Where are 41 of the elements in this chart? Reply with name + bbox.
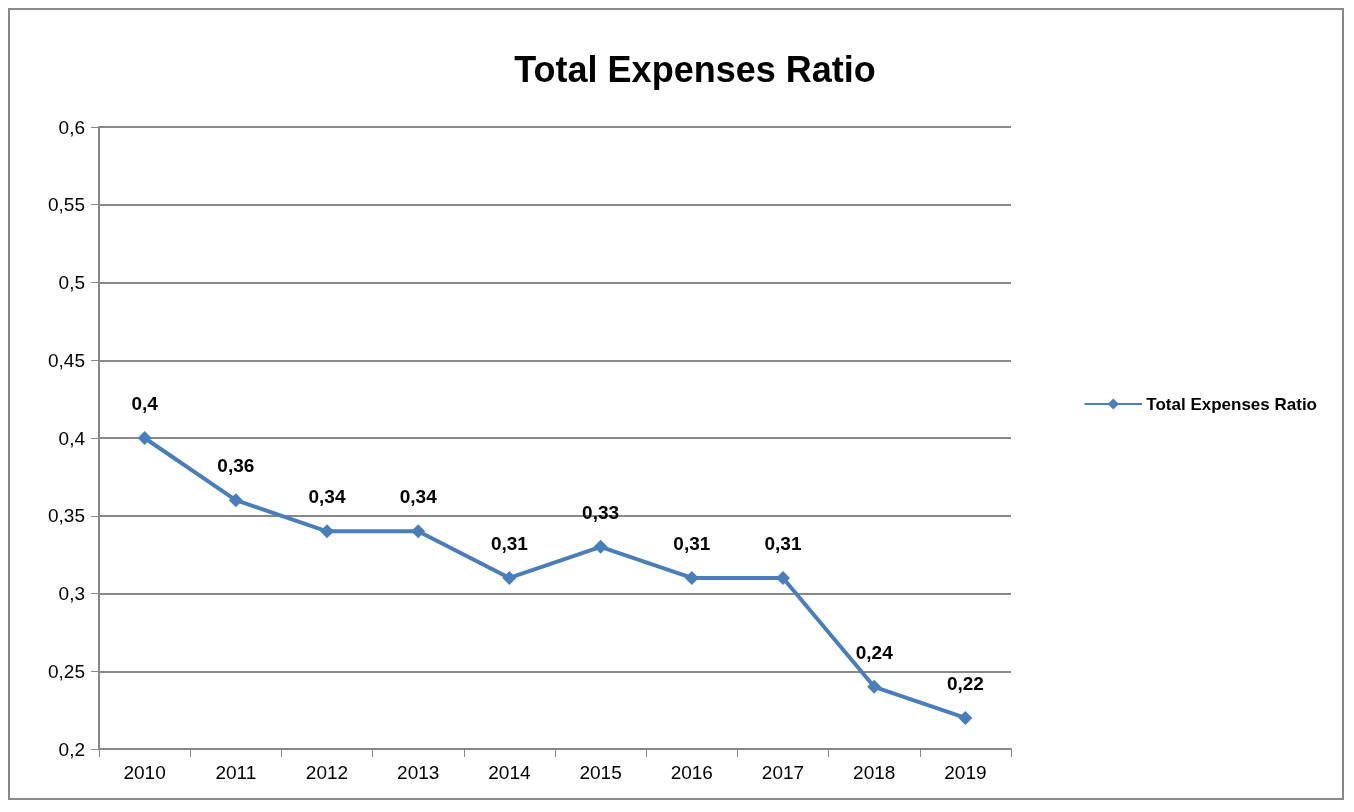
point [958,710,973,725]
data-label: 0,22 [946,672,984,694]
x-tick-label: 2019 [944,762,987,783]
y-tick-label: 0,55 [48,194,85,216]
point [502,570,517,585]
point [776,570,790,585]
data-label: 0,34 [308,486,346,508]
data-label: 0,4 [131,393,159,414]
y-tick-label: 0,3 [58,583,85,604]
point [867,679,882,694]
y-tick-label: 0,6 [58,116,85,138]
x-tick-label: 2012 [305,762,349,783]
x-tick-label: 2013 [397,762,440,783]
x-tick-label: 2017 [761,762,805,783]
data-label: 0,34 [399,486,438,508]
data-label: 0,31 [490,532,529,554]
y-tick-label: 0,25 [48,660,85,682]
y-tick-label: 0,45 [48,349,85,371]
point [593,539,608,554]
y-tick-label: 0,5 [58,272,85,293]
chart-title: Total Expenses Ratio [514,48,876,90]
x-tick-label: 2016 [670,762,713,783]
point [137,431,152,445]
data-label: 0,31 [673,532,711,554]
x-tick-label: 2011 [215,762,257,783]
data-label: 0,36 [217,455,255,477]
point [320,524,334,539]
x-tick-label: 2010 [123,762,166,783]
point [228,493,243,508]
data-label: 0,33 [582,501,620,523]
point [411,524,426,539]
point [684,570,699,585]
data-label: 0,31 [764,532,802,554]
x-tick-label: 2014 [488,762,531,783]
x-tick-label: 2018 [853,762,896,783]
y-tick-label: 0,2 [58,738,85,760]
y-tick-label: 0,4 [58,427,86,449]
y-tick-label: 0,35 [48,505,85,527]
x-tick-label: 2015 [579,762,622,783]
legend-label: Total Expenses Ratio [1146,394,1318,414]
data-label: 0,24 [855,641,894,663]
